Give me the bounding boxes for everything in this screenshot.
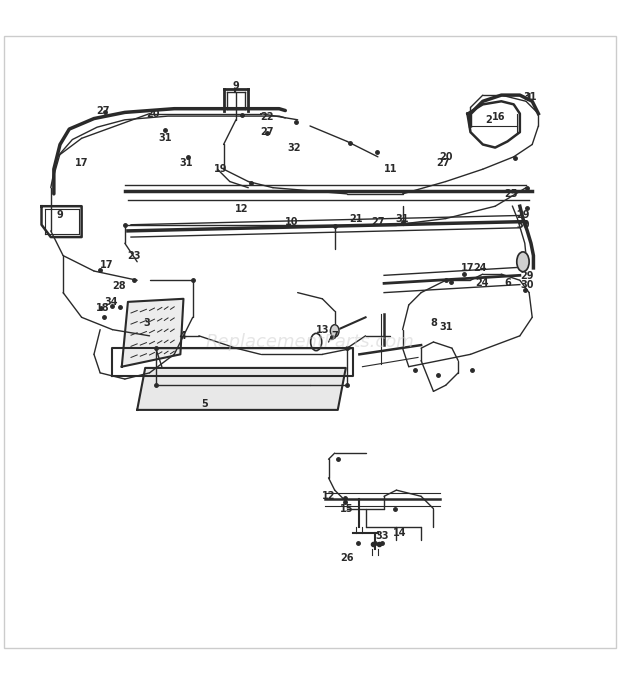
Text: 26: 26 [340,553,354,563]
Ellipse shape [330,325,339,337]
Text: 15: 15 [340,503,354,514]
Text: 14: 14 [392,528,406,538]
Text: 10: 10 [285,217,298,226]
Text: 9: 9 [232,81,239,91]
Text: 22: 22 [260,111,273,122]
Text: 31: 31 [396,213,409,224]
Text: 7: 7 [331,331,338,341]
Text: 27: 27 [97,105,110,116]
Text: 31: 31 [439,322,453,332]
Text: 24: 24 [475,278,489,289]
Text: 29: 29 [516,211,529,220]
Text: 30: 30 [516,220,529,230]
Text: 17: 17 [75,158,89,168]
Text: 25: 25 [504,189,517,199]
Text: 13: 13 [316,325,329,334]
Text: 1: 1 [526,93,533,103]
Text: 27: 27 [436,158,449,168]
Ellipse shape [516,252,529,272]
Text: 27: 27 [371,217,384,226]
Text: 20: 20 [439,152,453,162]
Text: 11: 11 [384,164,397,174]
Polygon shape [122,299,184,367]
Text: 30: 30 [521,280,534,290]
Text: 2: 2 [485,115,492,124]
Text: 17: 17 [461,263,474,273]
Text: 5: 5 [202,399,208,409]
Text: ReplacementParts.com: ReplacementParts.com [206,333,414,351]
Text: 12: 12 [236,205,249,214]
Text: 27: 27 [260,127,273,137]
Text: 18: 18 [97,303,110,313]
Text: 28: 28 [112,281,125,291]
Text: 8: 8 [430,319,437,328]
Text: 34: 34 [105,297,118,307]
Text: 9: 9 [56,211,63,220]
Text: 4: 4 [180,331,187,341]
Text: 16: 16 [492,111,505,122]
Text: 33: 33 [376,531,389,542]
Text: 21: 21 [350,213,363,224]
Text: 31: 31 [180,158,193,168]
Text: 19: 19 [214,164,228,174]
Text: 29: 29 [521,271,534,281]
Text: 23: 23 [127,250,141,261]
Text: 6: 6 [504,278,511,289]
Text: 31: 31 [158,133,172,144]
Text: 20: 20 [146,109,159,118]
Polygon shape [137,368,346,410]
Text: 3: 3 [143,319,150,328]
Text: 32: 32 [288,142,301,153]
Text: 12: 12 [322,491,335,501]
Text: 17: 17 [100,260,113,270]
Text: 31: 31 [524,92,537,102]
Text: 24: 24 [473,263,487,273]
